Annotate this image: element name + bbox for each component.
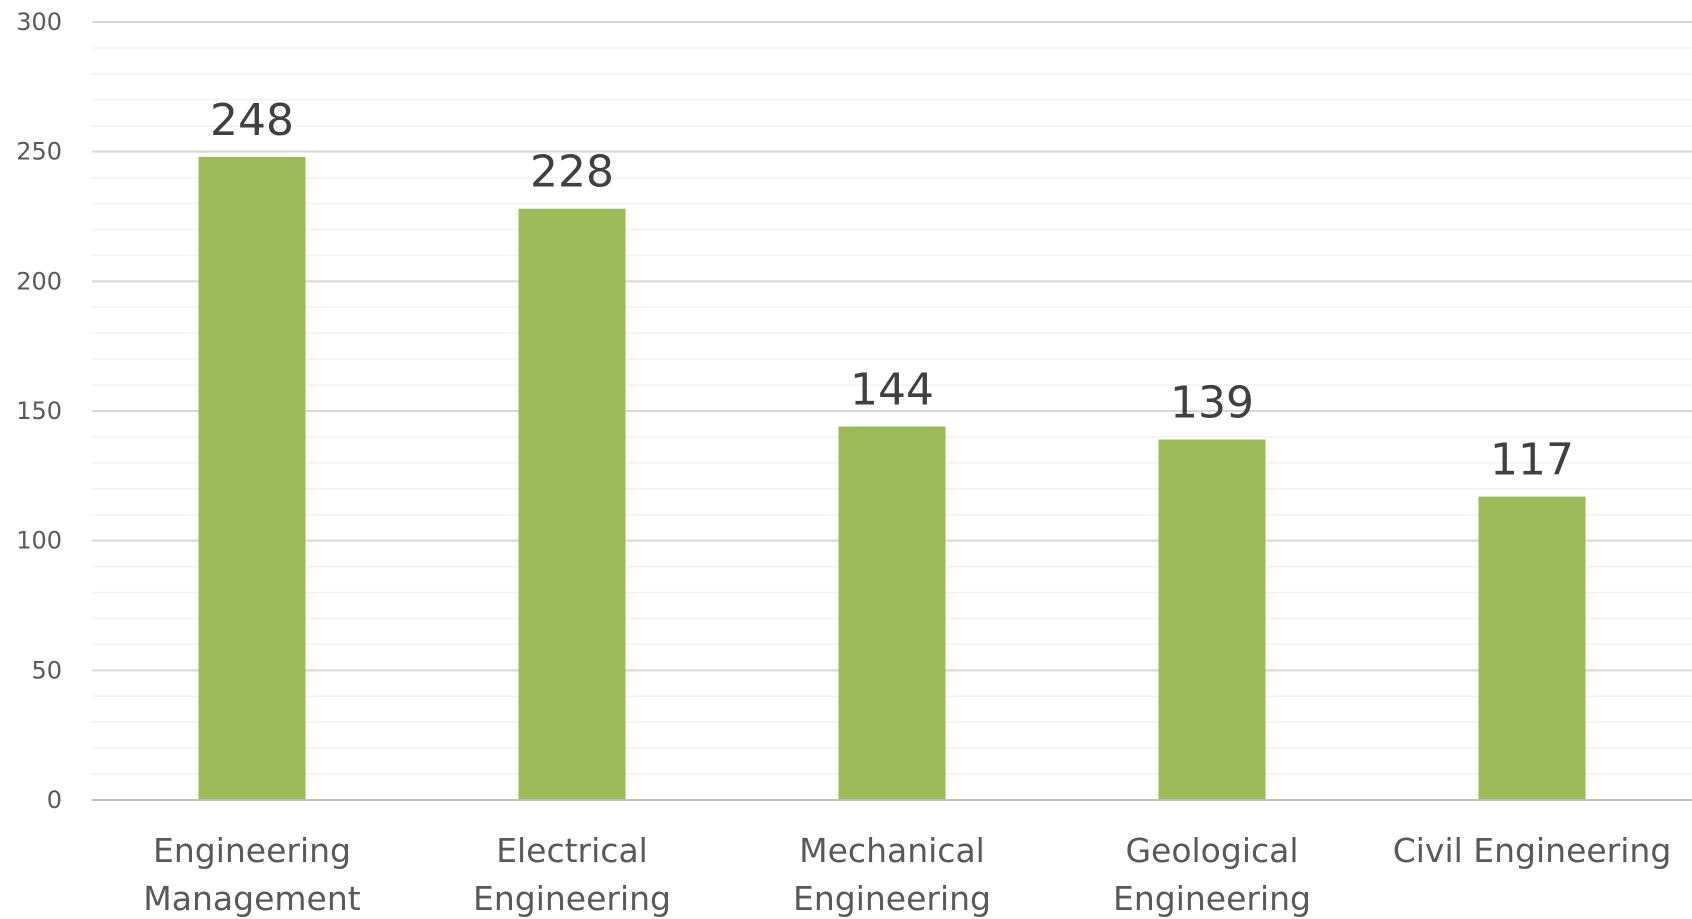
category-label: Civil Engineering	[1393, 831, 1672, 870]
data-label: 248	[210, 95, 294, 146]
category-label: Electrical	[496, 831, 648, 870]
y-tick-label: 100	[16, 527, 62, 555]
y-tick-label: 50	[31, 656, 62, 684]
data-label: 139	[1170, 378, 1254, 429]
y-tick-label: 0	[47, 786, 62, 814]
category-label: Engineering	[473, 879, 671, 918]
data-label: 144	[850, 365, 934, 416]
y-tick-label: 300	[16, 8, 62, 36]
category-labels: Engineering Management Electrical Engineeri…	[143, 831, 1671, 918]
bar	[1158, 439, 1266, 800]
y-axis: 0 50 100 150 200 250 300	[16, 8, 62, 814]
category-label: Engineering	[1113, 879, 1311, 918]
y-tick-label: 250	[16, 138, 62, 166]
data-label: 117	[1490, 435, 1574, 486]
category-label: Mechanical	[799, 831, 985, 870]
category-label: Engineering	[153, 831, 351, 870]
y-tick-label: 200	[16, 267, 62, 295]
y-tick-label: 150	[16, 397, 62, 425]
bar	[1478, 496, 1586, 800]
category-label: Geological	[1125, 831, 1298, 870]
data-labels: 248 228 144 139 117	[210, 95, 1574, 486]
bar	[198, 156, 306, 800]
bars	[198, 156, 1586, 801]
bar	[838, 426, 946, 800]
category-label: Engineering	[793, 879, 991, 918]
category-label: Management	[143, 879, 360, 918]
data-label: 228	[530, 147, 614, 198]
bar	[518, 208, 626, 801]
